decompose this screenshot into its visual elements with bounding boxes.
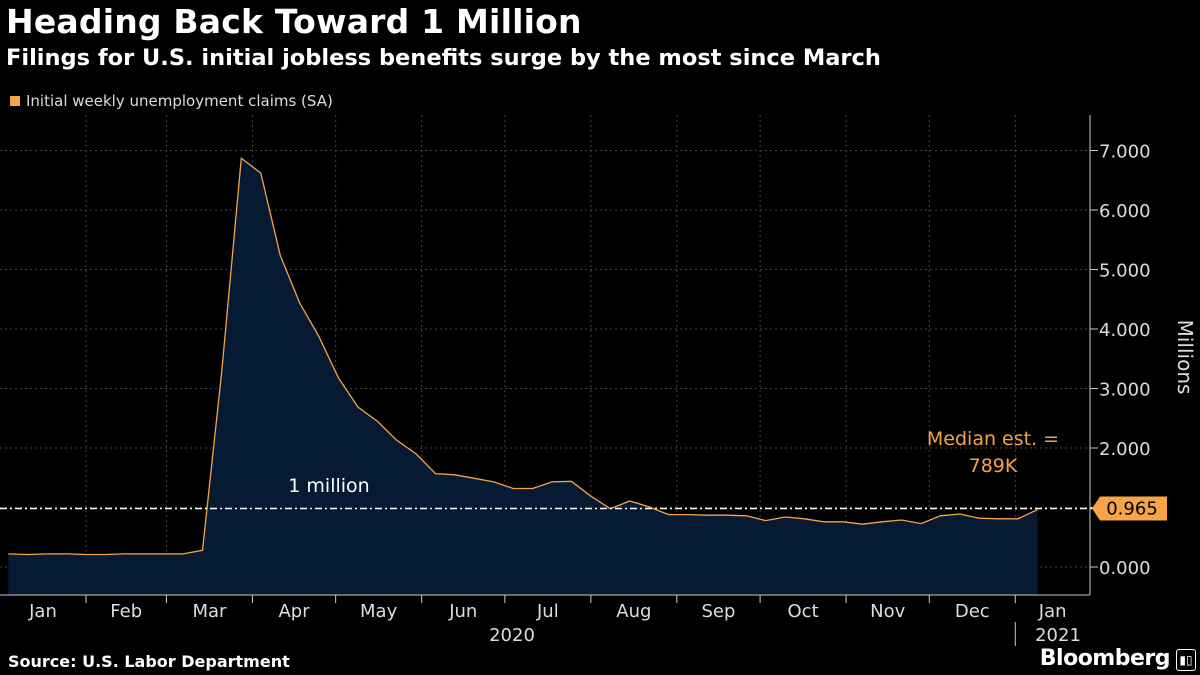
y-tick-label: 5.000 bbox=[1099, 261, 1151, 282]
reference-line-label: 1 million bbox=[288, 475, 369, 497]
median-estimate-label: Median est. = bbox=[927, 428, 1059, 450]
last-value-badge bbox=[1092, 496, 1167, 521]
x-tick-label: Apr bbox=[278, 601, 310, 622]
legend: Initial weekly unemployment claims (SA) bbox=[10, 92, 333, 110]
x-tick-label: Jun bbox=[448, 601, 477, 622]
series-fill bbox=[8, 158, 1038, 595]
x-tick-label: Jan bbox=[28, 601, 57, 622]
y-tick-label: 7.000 bbox=[1099, 142, 1151, 163]
x-tick-label: Dec bbox=[955, 601, 990, 622]
x-axis: Jan Feb Mar Apr May Jun Jul Aug Sep Oct Nov Dec Jan 2… bbox=[0, 594, 1090, 646]
x-tick-label: Jul bbox=[536, 601, 559, 622]
annotation-layer: Median est. = 789K bbox=[927, 428, 1059, 477]
y-axis: 0.0001.0002.0003.0004.0005.0006.0007.000… bbox=[1089, 115, 1197, 595]
bloomberg-terminal-icon: ▮▯ bbox=[1176, 649, 1196, 671]
y-tick-label: 6.000 bbox=[1099, 201, 1151, 222]
x-tick-label: Feb bbox=[110, 601, 142, 622]
x-tick-label: Mar bbox=[192, 601, 227, 622]
x-tick-label: May bbox=[360, 601, 398, 622]
reference-layer: 1 million bbox=[0, 475, 1092, 510]
chart-title: Heading Back Toward 1 Million bbox=[6, 2, 582, 41]
series-line bbox=[8, 156, 1038, 556]
brand-logo: Bloomberg bbox=[1039, 646, 1171, 671]
x-year-label: 2021 bbox=[1035, 625, 1081, 646]
series-area bbox=[8, 156, 1038, 595]
x-tick-label: Jan bbox=[1038, 601, 1067, 622]
x-tick-label: Oct bbox=[788, 601, 819, 622]
y-tick-label: 2.000 bbox=[1099, 439, 1151, 460]
y-tick-label: 4.000 bbox=[1099, 320, 1151, 341]
y-tick-label: 3.000 bbox=[1099, 380, 1151, 401]
last-value-label: 0.965 bbox=[1106, 499, 1158, 520]
y-axis-label: Millions bbox=[1173, 320, 1197, 395]
x-tick-label: Sep bbox=[702, 601, 736, 622]
gridlines bbox=[0, 115, 1090, 595]
legend-label: Initial weekly unemployment claims (SA) bbox=[26, 92, 333, 110]
x-year-label: 2020 bbox=[489, 625, 535, 646]
x-tick-label: Nov bbox=[870, 601, 905, 622]
median-estimate-value: 789K bbox=[969, 455, 1018, 477]
legend-swatch bbox=[10, 96, 20, 106]
chart-subtitle: Filings for U.S. initial jobless benefit… bbox=[6, 45, 881, 71]
y-tick-label: 0.000 bbox=[1099, 558, 1151, 579]
x-tick-label: Aug bbox=[616, 601, 651, 622]
source-note: Source: U.S. Labor Department bbox=[8, 652, 290, 671]
